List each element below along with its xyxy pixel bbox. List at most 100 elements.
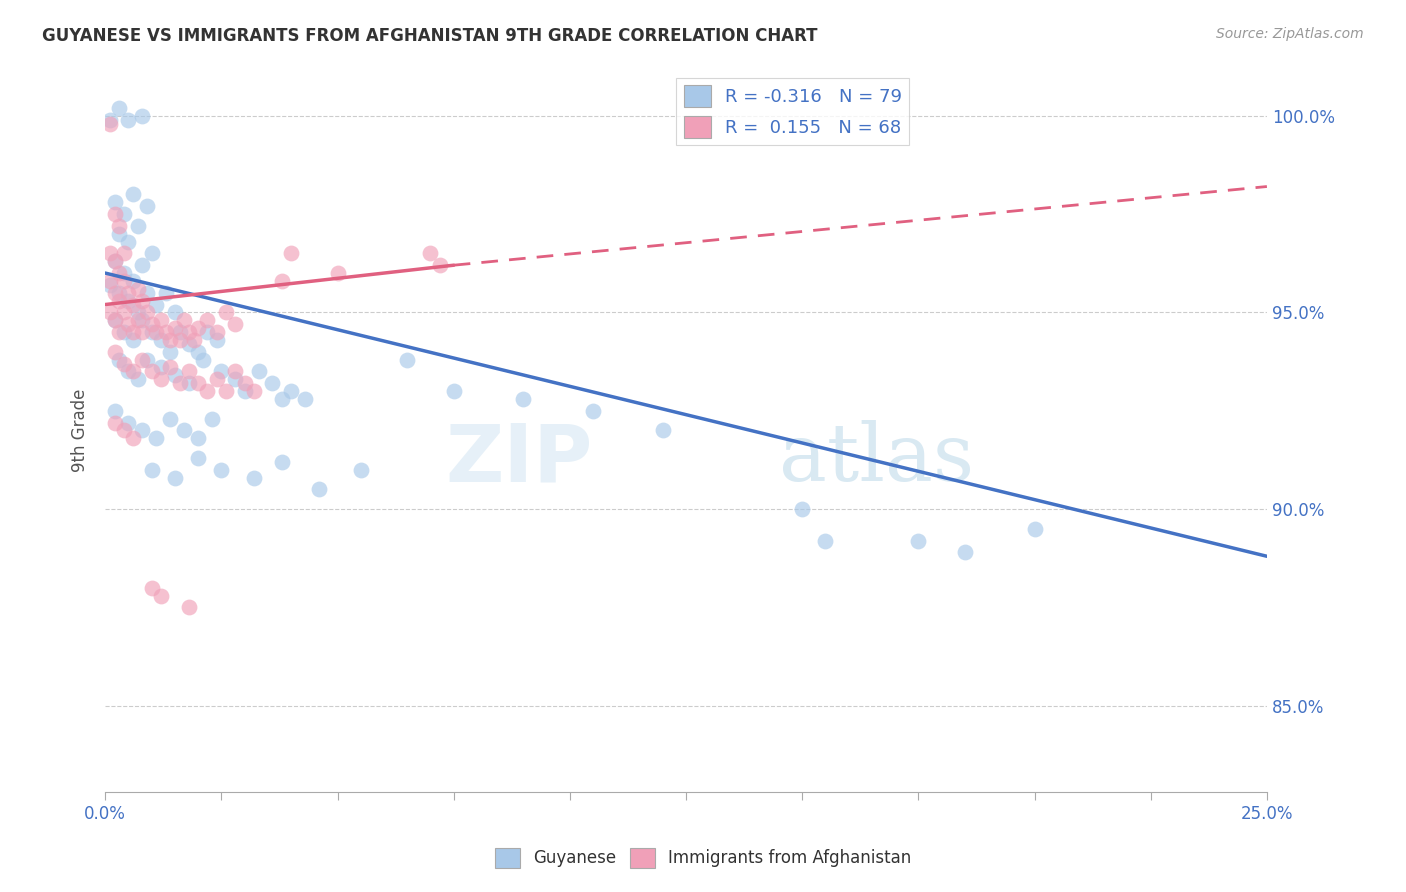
Point xyxy=(163,321,186,335)
Point xyxy=(117,317,139,331)
Point xyxy=(814,533,837,548)
Point xyxy=(117,293,139,308)
Point xyxy=(953,545,976,559)
Point xyxy=(136,285,159,300)
Point xyxy=(122,431,145,445)
Point xyxy=(177,325,200,339)
Point xyxy=(270,392,292,406)
Point xyxy=(177,364,200,378)
Point xyxy=(443,384,465,398)
Point xyxy=(280,384,302,398)
Point xyxy=(224,372,246,386)
Point xyxy=(350,463,373,477)
Point xyxy=(145,431,167,445)
Point xyxy=(127,305,149,319)
Point xyxy=(131,109,153,123)
Point xyxy=(173,424,195,438)
Point xyxy=(112,424,135,438)
Point xyxy=(197,325,219,339)
Point xyxy=(108,101,131,115)
Point xyxy=(187,321,209,335)
Point xyxy=(262,376,284,391)
Point xyxy=(396,352,419,367)
Point xyxy=(103,403,125,417)
Point xyxy=(243,470,266,484)
Point xyxy=(108,293,131,308)
Point xyxy=(98,277,121,292)
Point xyxy=(243,384,266,398)
Point xyxy=(149,589,172,603)
Point xyxy=(141,325,163,339)
Point xyxy=(169,325,191,339)
Point xyxy=(112,207,135,221)
Point xyxy=(247,364,270,378)
Point xyxy=(205,325,228,339)
Point xyxy=(209,364,232,378)
Point xyxy=(103,313,125,327)
Point xyxy=(145,297,167,311)
Point xyxy=(224,364,246,378)
Point xyxy=(197,384,219,398)
Point xyxy=(112,266,135,280)
Point xyxy=(103,344,125,359)
Point xyxy=(233,384,256,398)
Point xyxy=(136,305,159,319)
Point xyxy=(122,333,145,347)
Point xyxy=(270,455,292,469)
Point xyxy=(103,207,125,221)
Point xyxy=(280,246,302,260)
Point xyxy=(201,411,224,425)
Point xyxy=(191,352,214,367)
Point xyxy=(177,600,200,615)
Point xyxy=(103,416,125,430)
Point xyxy=(136,199,159,213)
Point xyxy=(127,282,149,296)
Point xyxy=(419,246,441,260)
Point xyxy=(117,112,139,127)
Point xyxy=(127,219,149,233)
Text: GUYANESE VS IMMIGRANTS FROM AFGHANISTAN 9TH GRADE CORRELATION CHART: GUYANESE VS IMMIGRANTS FROM AFGHANISTAN … xyxy=(42,27,818,45)
Point xyxy=(149,360,172,375)
Point xyxy=(103,285,125,300)
Point xyxy=(98,246,121,260)
Point xyxy=(159,360,181,375)
Point xyxy=(136,352,159,367)
Point xyxy=(512,392,534,406)
Point xyxy=(117,285,139,300)
Point xyxy=(131,325,153,339)
Point xyxy=(108,219,131,233)
Point xyxy=(131,352,153,367)
Point xyxy=(163,470,186,484)
Point xyxy=(163,305,186,319)
Point xyxy=(215,305,238,319)
Point xyxy=(122,325,145,339)
Point xyxy=(112,305,135,319)
Point xyxy=(108,266,131,280)
Point xyxy=(429,258,451,272)
Point xyxy=(651,424,673,438)
Point xyxy=(149,372,172,386)
Point xyxy=(141,463,163,477)
Point xyxy=(582,403,605,417)
Point xyxy=(98,274,121,288)
Point xyxy=(155,285,177,300)
Point xyxy=(108,227,131,241)
Point xyxy=(122,364,145,378)
Point xyxy=(117,235,139,249)
Point xyxy=(117,364,139,378)
Point xyxy=(122,274,145,288)
Point xyxy=(159,344,181,359)
Point xyxy=(127,313,149,327)
Point xyxy=(792,502,814,516)
Point xyxy=(117,416,139,430)
Point xyxy=(98,112,121,127)
Point xyxy=(187,450,209,465)
Point xyxy=(169,333,191,347)
Point xyxy=(141,246,163,260)
Point xyxy=(177,336,200,351)
Point xyxy=(98,305,121,319)
Point xyxy=(112,246,135,260)
Point xyxy=(131,424,153,438)
Point xyxy=(326,266,349,280)
Point xyxy=(187,376,209,391)
